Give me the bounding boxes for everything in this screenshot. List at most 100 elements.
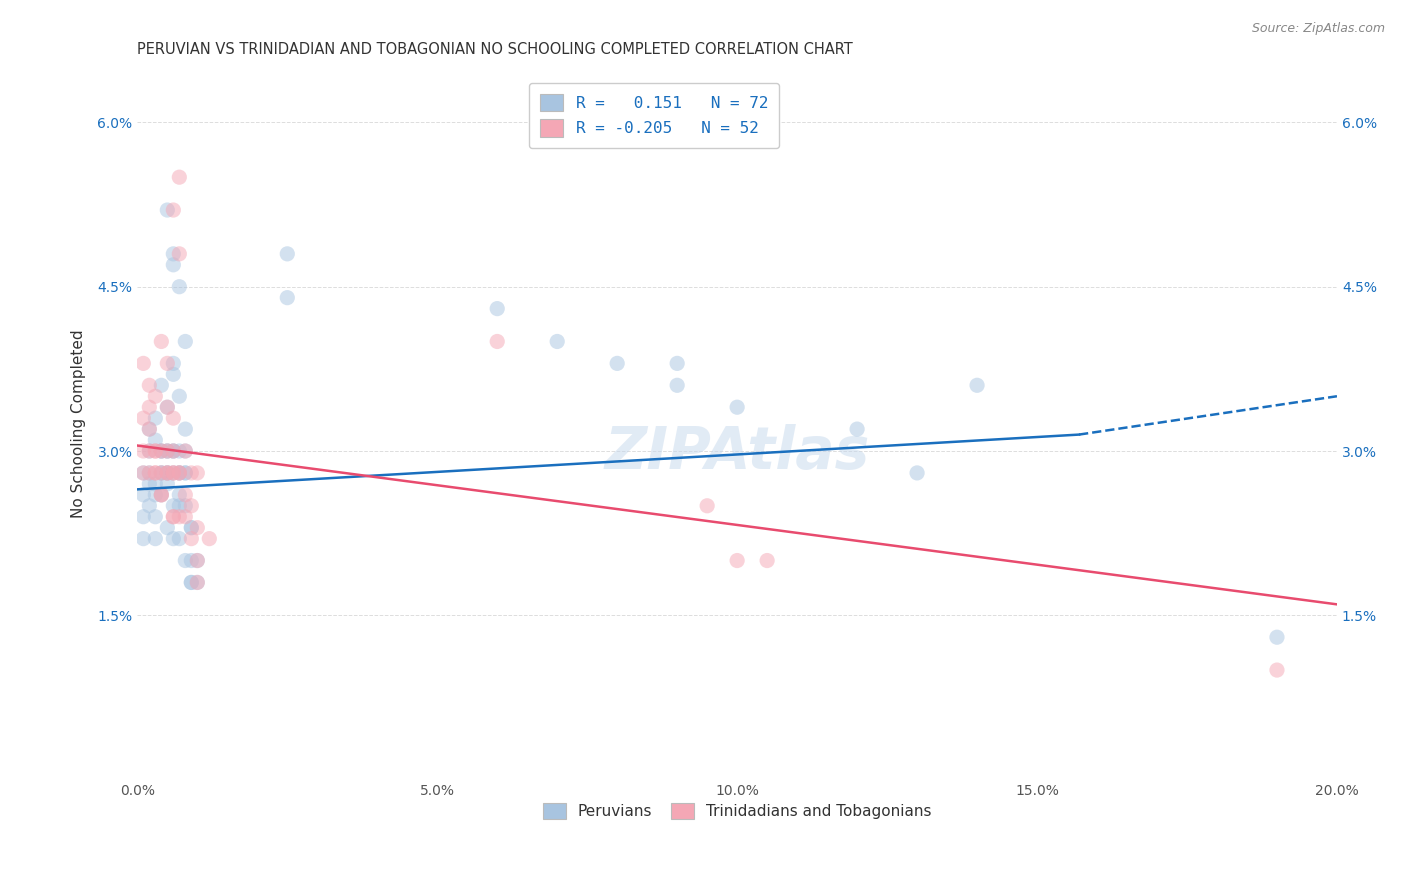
Point	[150, 466, 173, 480]
Point	[1265, 663, 1288, 677]
Point	[169, 466, 191, 480]
Point	[180, 466, 202, 480]
Point	[162, 532, 184, 546]
Text: PERUVIAN VS TRINIDADIAN AND TOBAGONIAN NO SCHOOLING COMPLETED CORRELATION CHART: PERUVIAN VS TRINIDADIAN AND TOBAGONIAN N…	[138, 42, 853, 57]
Point	[143, 466, 166, 480]
Point	[725, 553, 748, 567]
Point	[162, 411, 184, 425]
Point	[180, 521, 202, 535]
Point	[174, 509, 197, 524]
Point	[606, 356, 628, 370]
Point	[162, 202, 184, 217]
Point	[169, 170, 191, 185]
Point	[150, 488, 173, 502]
Point	[156, 356, 179, 370]
Point	[169, 444, 191, 458]
Point	[169, 509, 191, 524]
Point	[138, 444, 160, 458]
Point	[143, 389, 166, 403]
Point	[162, 499, 184, 513]
Point	[156, 400, 179, 414]
Point	[162, 444, 184, 458]
Point	[156, 444, 179, 458]
Point	[162, 444, 184, 458]
Point	[138, 466, 160, 480]
Point	[162, 368, 184, 382]
Point	[156, 466, 179, 480]
Point	[138, 444, 160, 458]
Point	[150, 444, 173, 458]
Point	[162, 466, 184, 480]
Point	[169, 466, 191, 480]
Point	[186, 575, 208, 590]
Point	[966, 378, 988, 392]
Point	[756, 553, 779, 567]
Point	[174, 466, 197, 480]
Point	[486, 301, 509, 316]
Point	[138, 422, 160, 436]
Point	[162, 247, 184, 261]
Point	[143, 532, 166, 546]
Point	[180, 575, 202, 590]
Point	[169, 499, 191, 513]
Point	[156, 444, 179, 458]
Point	[150, 466, 173, 480]
Point	[1265, 630, 1288, 644]
Point	[162, 466, 184, 480]
Point	[156, 476, 179, 491]
Point	[143, 488, 166, 502]
Point	[150, 466, 173, 480]
Point	[150, 444, 173, 458]
Point	[180, 553, 202, 567]
Point	[846, 422, 869, 436]
Point	[150, 334, 173, 349]
Point	[186, 521, 208, 535]
Point	[150, 488, 173, 502]
Point	[162, 258, 184, 272]
Point	[162, 444, 184, 458]
Point	[143, 433, 166, 447]
Point	[169, 466, 191, 480]
Point	[156, 400, 179, 414]
Point	[169, 466, 191, 480]
Point	[486, 334, 509, 349]
Point	[138, 378, 160, 392]
Point	[546, 334, 568, 349]
Point	[276, 247, 298, 261]
Point	[132, 532, 155, 546]
Point	[138, 422, 160, 436]
Point	[162, 466, 184, 480]
Point	[180, 575, 202, 590]
Point	[143, 444, 166, 458]
Point	[174, 334, 197, 349]
Point	[143, 509, 166, 524]
Point	[138, 499, 160, 513]
Point	[666, 378, 689, 392]
Point	[162, 509, 184, 524]
Point	[150, 378, 173, 392]
Point	[138, 400, 160, 414]
Point	[138, 466, 160, 480]
Point	[156, 521, 179, 535]
Point	[174, 444, 197, 458]
Point	[132, 466, 155, 480]
Point	[169, 488, 191, 502]
Point	[143, 444, 166, 458]
Point	[132, 509, 155, 524]
Point	[180, 521, 202, 535]
Point	[162, 509, 184, 524]
Point	[143, 466, 166, 480]
Point	[169, 247, 191, 261]
Point	[180, 532, 202, 546]
Point	[186, 553, 208, 567]
Point	[198, 532, 221, 546]
Point	[143, 411, 166, 425]
Text: ZIPAtlas: ZIPAtlas	[605, 424, 870, 481]
Point	[276, 291, 298, 305]
Point	[156, 202, 179, 217]
Point	[132, 444, 155, 458]
Point	[150, 488, 173, 502]
Point	[156, 466, 179, 480]
Point	[174, 466, 197, 480]
Point	[696, 499, 718, 513]
